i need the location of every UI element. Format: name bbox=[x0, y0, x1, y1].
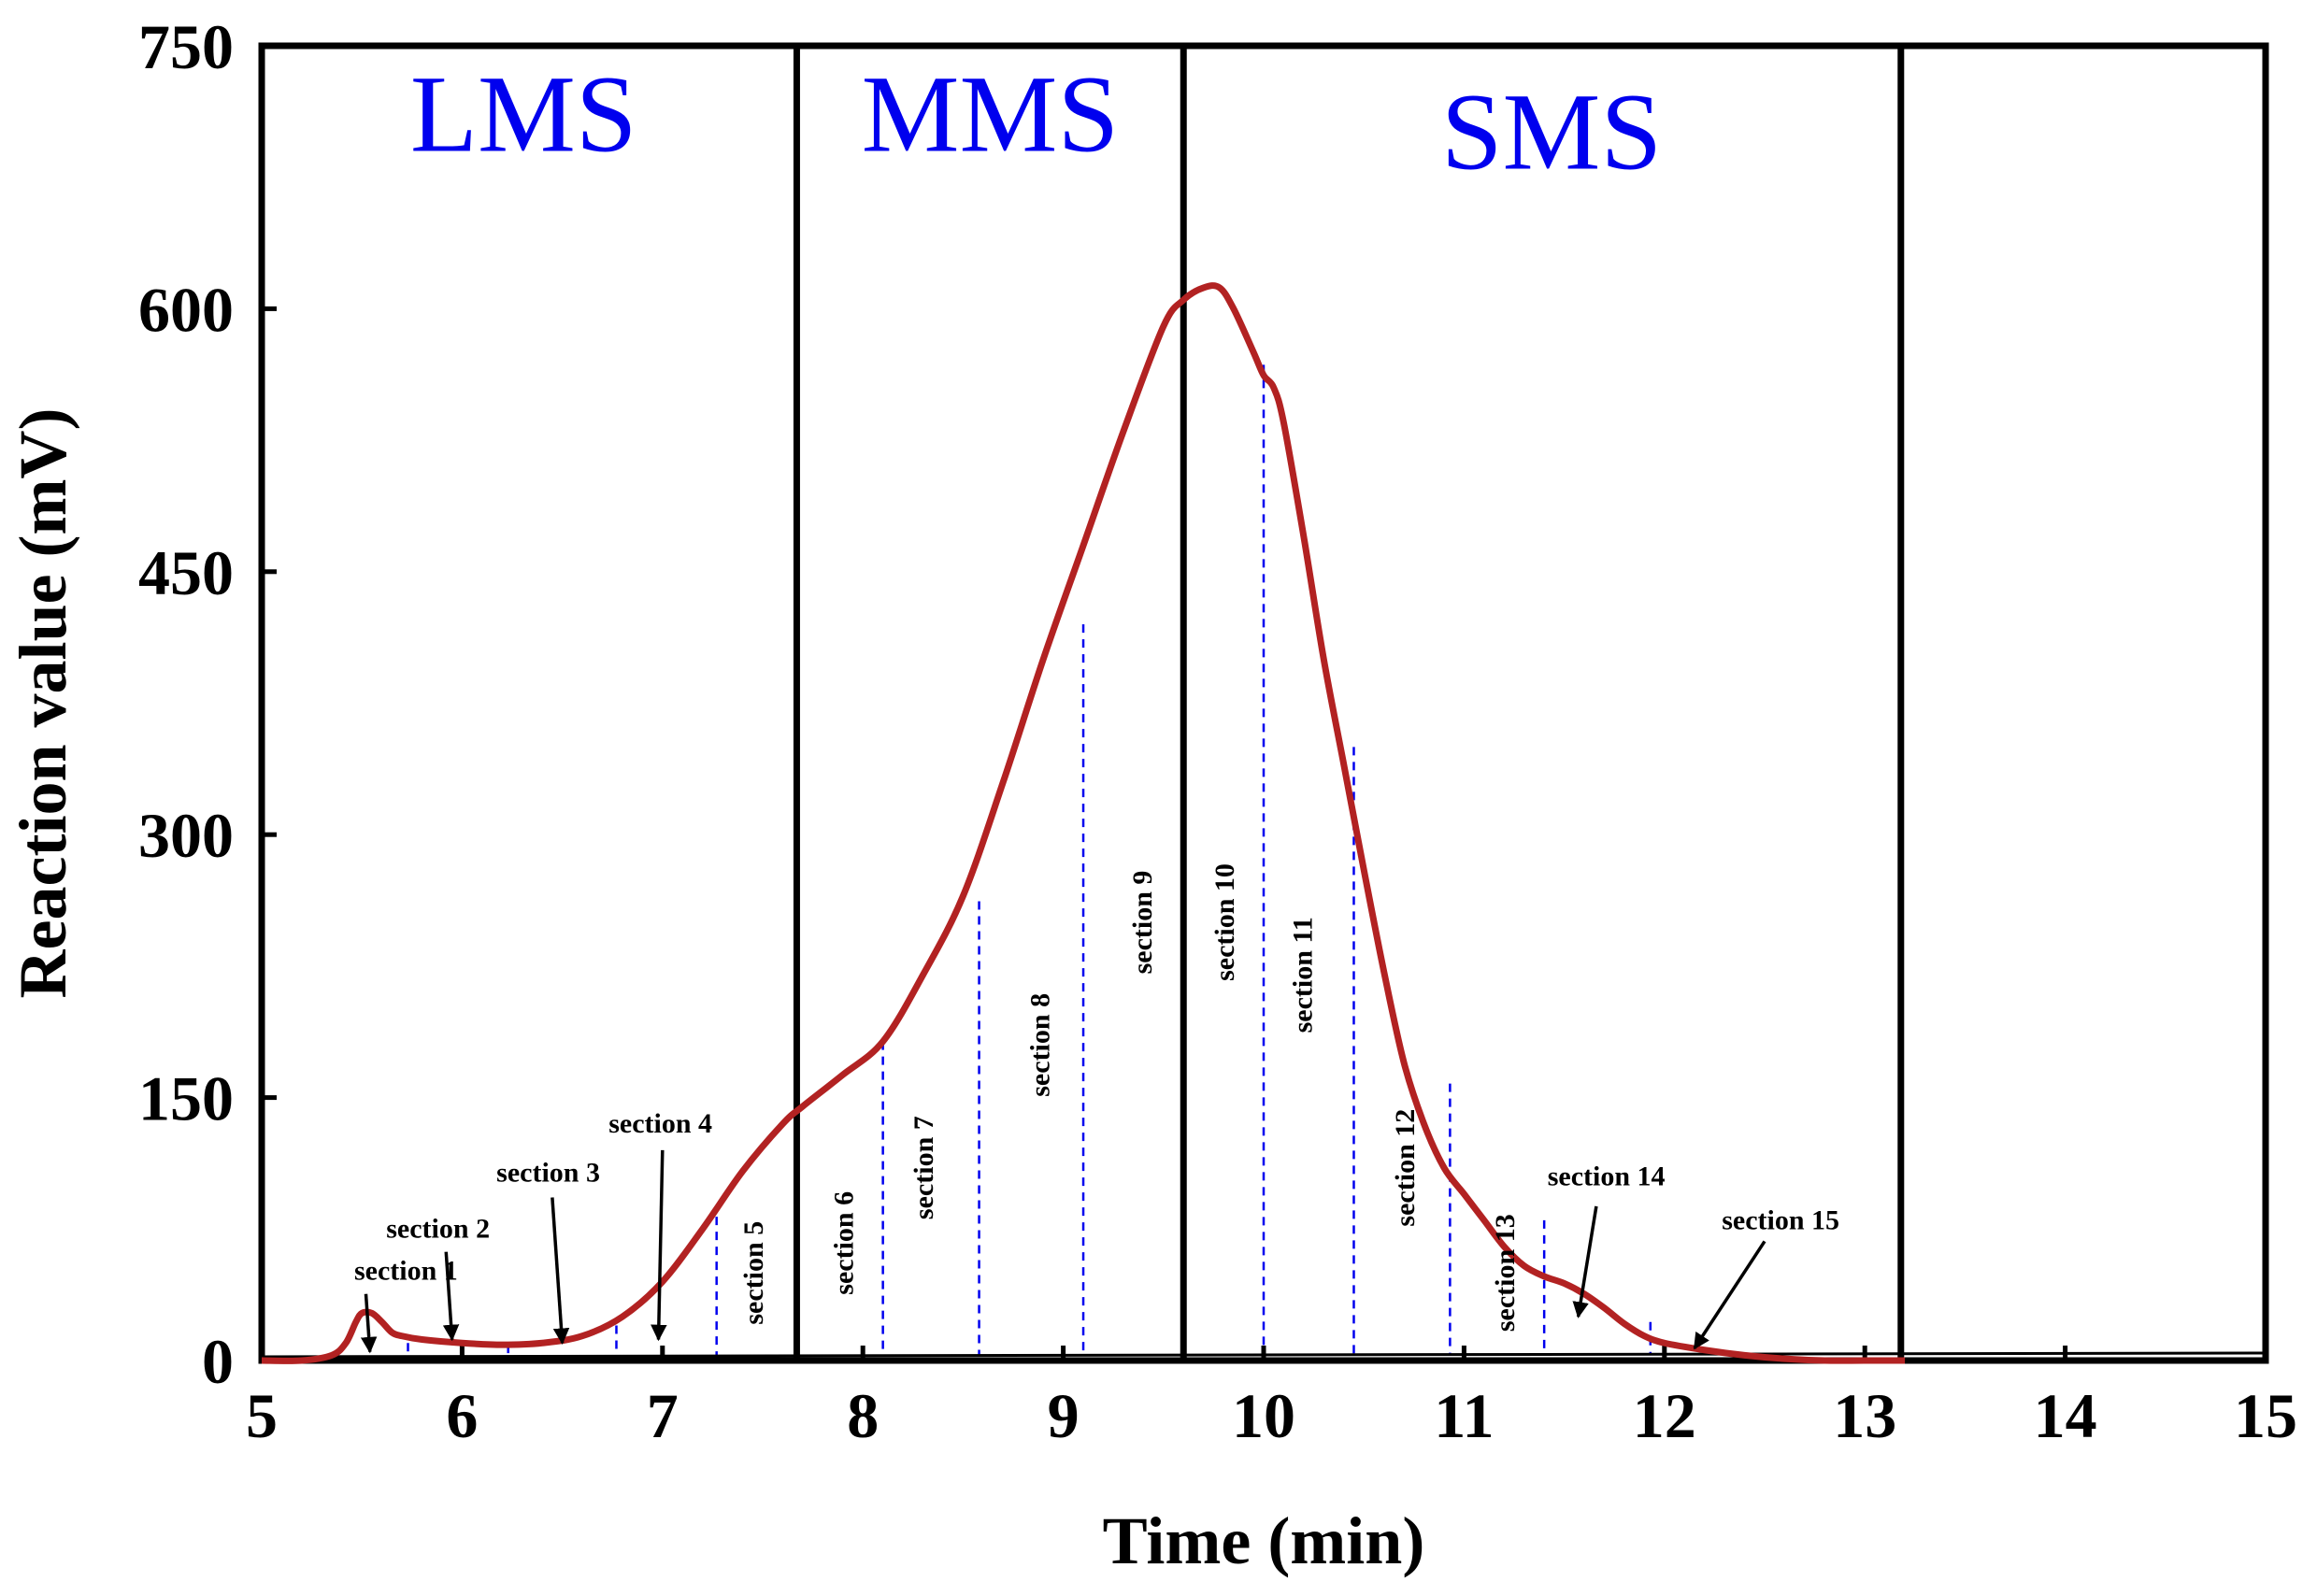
x-tick-label: 15 bbox=[2234, 1380, 2297, 1451]
series-line bbox=[261, 282, 1906, 1364]
y-tick-label: 0 bbox=[202, 1326, 234, 1397]
section-label: section 9 bbox=[1127, 871, 1158, 975]
y-tick-label: 600 bbox=[138, 274, 234, 345]
region-label: SMS bbox=[1441, 70, 1662, 192]
region-labels-group: LMS MMS SMS bbox=[410, 53, 1662, 193]
x-tick-label: 7 bbox=[647, 1380, 679, 1451]
section-label: section 13 bbox=[1490, 1214, 1521, 1332]
y-axis-label: Reaction value (mV) bbox=[6, 408, 80, 999]
section-arrow bbox=[360, 1293, 378, 1354]
x-tick-label: 13 bbox=[1833, 1380, 1896, 1451]
section-lines-group bbox=[407, 364, 1652, 1355]
section-arrow bbox=[651, 1149, 667, 1342]
section-label: section 11 bbox=[1287, 917, 1318, 1033]
y-tick-label: 150 bbox=[138, 1063, 234, 1134]
section-arrow bbox=[1572, 1205, 1598, 1318]
section-label: section 10 bbox=[1209, 863, 1240, 981]
x-tick-label: 8 bbox=[847, 1380, 879, 1451]
section-arrow bbox=[551, 1197, 570, 1345]
section-label: section 3 bbox=[496, 1158, 600, 1189]
series-group bbox=[261, 282, 1906, 1364]
x-tick-label: 10 bbox=[1232, 1380, 1295, 1451]
section-label: section 12 bbox=[1390, 1109, 1421, 1227]
x-tick-label: 12 bbox=[1633, 1380, 1696, 1451]
section-label: section 7 bbox=[908, 1116, 939, 1219]
section-arrow bbox=[442, 1251, 460, 1342]
x-tick-label: 11 bbox=[1434, 1380, 1494, 1451]
section-label: section 2 bbox=[386, 1214, 490, 1245]
x-tick-label: 9 bbox=[1048, 1380, 1080, 1451]
section-label: section 4 bbox=[608, 1108, 712, 1139]
y-tick-label: 450 bbox=[138, 537, 234, 608]
x-tick-label: 5 bbox=[246, 1380, 278, 1451]
axis-labels-group: Time (min) Reaction value (mV) bbox=[6, 408, 1424, 1578]
x-axis-label: Time (min) bbox=[1103, 1503, 1425, 1578]
section-arrow bbox=[1693, 1240, 1766, 1350]
region-label: LMS bbox=[410, 53, 637, 176]
y-tick-label: 750 bbox=[138, 11, 234, 82]
section-label: section 14 bbox=[1548, 1161, 1666, 1191]
section-label: section 6 bbox=[828, 1191, 859, 1295]
section-label: section 15 bbox=[1722, 1204, 1839, 1235]
section-label: section 1 bbox=[354, 1256, 458, 1287]
section-label: section 8 bbox=[1025, 993, 1056, 1097]
region-boundaries-group bbox=[793, 46, 1905, 1361]
x-tick-label: 14 bbox=[2034, 1380, 2097, 1451]
section-label: section 5 bbox=[738, 1221, 769, 1325]
x-tick-label: 6 bbox=[446, 1380, 478, 1451]
y-tick-label: 300 bbox=[138, 800, 234, 871]
region-label: MMS bbox=[862, 53, 1119, 176]
